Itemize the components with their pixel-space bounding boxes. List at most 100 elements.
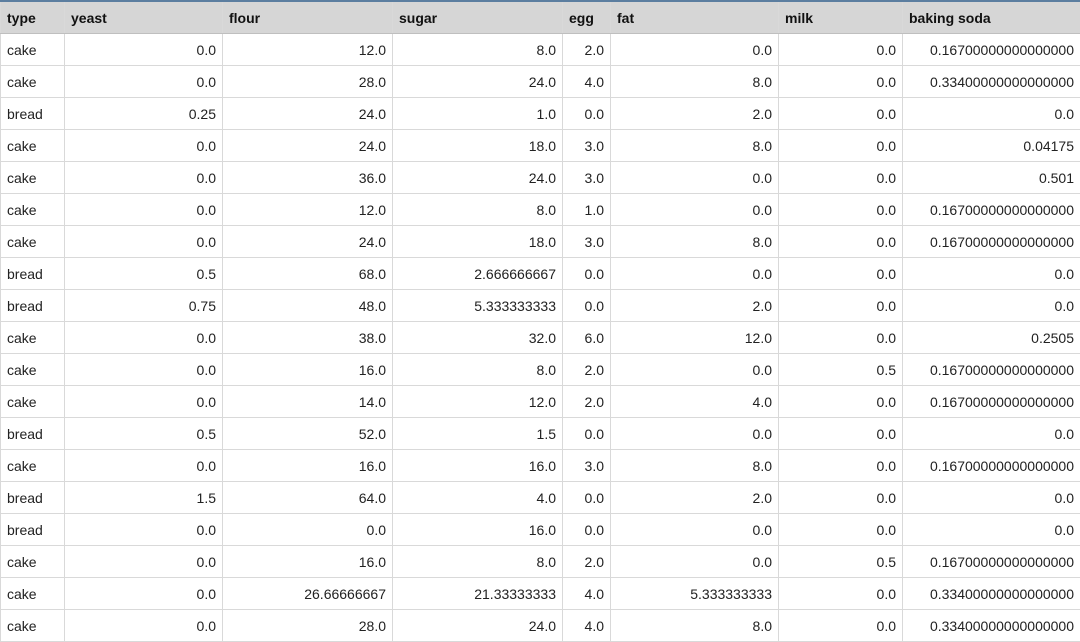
col-header-sugar: sugar	[393, 1, 563, 34]
cell-sugar: 16.0	[393, 514, 563, 546]
cell-type: cake	[1, 66, 65, 98]
cell-flour: 68.0	[223, 258, 393, 290]
cell-milk: 0.0	[779, 66, 903, 98]
cell-fat: 8.0	[611, 610, 779, 642]
cell-type: bread	[1, 290, 65, 322]
col-header-type: type	[1, 1, 65, 34]
cell-flour: 14.0	[223, 386, 393, 418]
cell-fat: 8.0	[611, 66, 779, 98]
cell-baking_soda: 0.2505	[903, 322, 1080, 354]
cell-baking_soda: 0.16700000000000000	[903, 194, 1080, 226]
cell-fat: 0.0	[611, 34, 779, 66]
cell-sugar: 8.0	[393, 194, 563, 226]
cell-sugar: 1.5	[393, 418, 563, 450]
cell-milk: 0.0	[779, 482, 903, 514]
table-row: bread0.568.02.6666666670.00.00.00.0	[1, 258, 1080, 290]
cell-baking_soda: 0.33400000000000000	[903, 578, 1080, 610]
cell-sugar: 32.0	[393, 322, 563, 354]
cell-milk: 0.0	[779, 418, 903, 450]
table-row: cake0.026.6666666721.333333334.05.333333…	[1, 578, 1080, 610]
cell-sugar: 8.0	[393, 354, 563, 386]
cell-egg: 2.0	[563, 34, 611, 66]
cell-baking_soda: 0.0	[903, 98, 1080, 130]
cell-fat: 0.0	[611, 514, 779, 546]
cell-fat: 12.0	[611, 322, 779, 354]
table-row: cake0.016.08.02.00.00.50.167000000000000…	[1, 354, 1080, 386]
cell-sugar: 2.666666667	[393, 258, 563, 290]
cell-milk: 0.0	[779, 226, 903, 258]
cell-type: cake	[1, 162, 65, 194]
cell-fat: 0.0	[611, 418, 779, 450]
cell-egg: 0.0	[563, 258, 611, 290]
cell-flour: 52.0	[223, 418, 393, 450]
cell-milk: 0.0	[779, 450, 903, 482]
cell-milk: 0.0	[779, 194, 903, 226]
cell-flour: 36.0	[223, 162, 393, 194]
cell-baking_soda: 0.16700000000000000	[903, 546, 1080, 578]
cell-yeast: 1.5	[65, 482, 223, 514]
cell-yeast: 0.0	[65, 130, 223, 162]
cell-milk: 0.0	[779, 610, 903, 642]
cell-baking_soda: 0.16700000000000000	[903, 450, 1080, 482]
cell-egg: 0.0	[563, 290, 611, 322]
cell-yeast: 0.0	[65, 66, 223, 98]
cell-fat: 2.0	[611, 290, 779, 322]
cell-yeast: 0.0	[65, 322, 223, 354]
cell-egg: 0.0	[563, 514, 611, 546]
cell-sugar: 24.0	[393, 66, 563, 98]
cell-fat: 8.0	[611, 450, 779, 482]
cell-sugar: 24.0	[393, 610, 563, 642]
cell-yeast: 0.0	[65, 34, 223, 66]
table-row: cake0.012.08.01.00.00.00.167000000000000…	[1, 194, 1080, 226]
cell-flour: 16.0	[223, 546, 393, 578]
col-header-fat: fat	[611, 1, 779, 34]
cell-flour: 12.0	[223, 34, 393, 66]
table-row: cake0.016.016.03.08.00.00.16700000000000…	[1, 450, 1080, 482]
cell-flour: 64.0	[223, 482, 393, 514]
header-row: typeyeastfloursugareggfatmilkbaking soda	[1, 1, 1080, 34]
col-header-flour: flour	[223, 1, 393, 34]
cell-baking_soda: 0.501	[903, 162, 1080, 194]
table-row: cake0.036.024.03.00.00.00.501	[1, 162, 1080, 194]
cell-sugar: 12.0	[393, 386, 563, 418]
cell-sugar: 4.0	[393, 482, 563, 514]
cell-fat: 8.0	[611, 130, 779, 162]
cell-type: bread	[1, 418, 65, 450]
cell-yeast: 0.75	[65, 290, 223, 322]
cell-sugar: 18.0	[393, 226, 563, 258]
cell-baking_soda: 0.04175	[903, 130, 1080, 162]
cell-yeast: 0.25	[65, 98, 223, 130]
table-row: bread0.00.016.00.00.00.00.0	[1, 514, 1080, 546]
cell-yeast: 0.5	[65, 258, 223, 290]
cell-fat: 0.0	[611, 162, 779, 194]
cell-milk: 0.0	[779, 514, 903, 546]
cell-baking_soda: 0.16700000000000000	[903, 354, 1080, 386]
cell-flour: 24.0	[223, 130, 393, 162]
cell-sugar: 16.0	[393, 450, 563, 482]
cell-fat: 4.0	[611, 386, 779, 418]
cell-yeast: 0.0	[65, 610, 223, 642]
cell-egg: 4.0	[563, 578, 611, 610]
cell-type: cake	[1, 450, 65, 482]
table-row: bread0.552.01.50.00.00.00.0	[1, 418, 1080, 450]
cell-type: cake	[1, 194, 65, 226]
cell-type: cake	[1, 578, 65, 610]
cell-flour: 24.0	[223, 226, 393, 258]
table-head: typeyeastfloursugareggfatmilkbaking soda	[1, 1, 1080, 34]
cell-milk: 0.0	[779, 162, 903, 194]
cell-flour: 16.0	[223, 450, 393, 482]
cell-egg: 3.0	[563, 226, 611, 258]
recipe-table: typeyeastfloursugareggfatmilkbaking soda…	[0, 0, 1080, 642]
cell-flour: 16.0	[223, 354, 393, 386]
cell-sugar: 8.0	[393, 34, 563, 66]
cell-baking_soda: 0.33400000000000000	[903, 610, 1080, 642]
cell-flour: 38.0	[223, 322, 393, 354]
cell-yeast: 0.0	[65, 162, 223, 194]
cell-baking_soda: 0.16700000000000000	[903, 34, 1080, 66]
cell-egg: 2.0	[563, 546, 611, 578]
cell-yeast: 0.5	[65, 418, 223, 450]
cell-baking_soda: 0.16700000000000000	[903, 226, 1080, 258]
col-header-yeast: yeast	[65, 1, 223, 34]
cell-egg: 0.0	[563, 482, 611, 514]
table-row: cake0.016.08.02.00.00.50.167000000000000…	[1, 546, 1080, 578]
